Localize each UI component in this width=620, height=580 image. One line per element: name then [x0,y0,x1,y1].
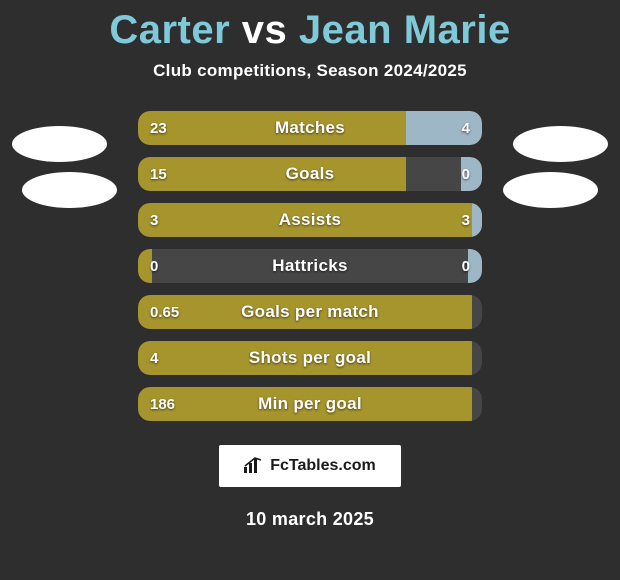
stat-label: Goals [138,157,482,191]
player2-avatar [513,126,608,162]
stat-label: Shots per goal [138,341,482,375]
stat-value-left: 0.65 [150,295,179,329]
stat-value-right: 3 [462,203,470,237]
stat-row: Shots per goal4 [138,341,482,375]
stat-label: Hattricks [138,249,482,283]
stat-row: Goals per match0.65 [138,295,482,329]
stats-chart: Matches234Goals150Assists33Hattricks00Go… [0,111,620,431]
stat-value-left: 4 [150,341,158,375]
stat-label: Min per goal [138,387,482,421]
stat-label: Assists [138,203,482,237]
stat-row: Hattricks0 0 [138,249,482,283]
stat-value-right: 0 [462,157,470,191]
stat-value-right: 4 [462,111,470,145]
footer-date: 10 march 2025 [0,509,620,530]
player2-name: Jean Marie [299,8,511,52]
stat-value-left: 23 [150,111,167,145]
stat-row: Matches23 4 [138,111,482,145]
branding-badge: FcTables.com [219,445,401,487]
versus-text: vs [242,8,288,52]
stat-label: Matches [138,111,482,145]
bar-chart-icon [244,457,264,475]
stat-row: Assists3 3 [138,203,482,237]
comparison-title: Carter vs Jean Marie [0,0,620,53]
player1-avatar [22,172,117,208]
stat-value-left: 3 [150,203,158,237]
stat-value-left: 186 [150,387,175,421]
stat-value-left: 0 [150,249,158,283]
stat-row: Min per goal186 [138,387,482,421]
stat-row: Goals15 0 [138,157,482,191]
stat-label: Goals per match [138,295,482,329]
stat-value-right: 0 [462,249,470,283]
player2-avatar [503,172,598,208]
stats-rows: Matches234Goals150Assists33Hattricks00Go… [138,111,482,433]
season-subtitle: Club competitions, Season 2024/2025 [0,61,620,81]
player1-avatar [12,126,107,162]
player1-name: Carter [109,8,230,52]
stat-value-left: 15 [150,157,167,191]
branding-text: FcTables.com [270,457,376,475]
